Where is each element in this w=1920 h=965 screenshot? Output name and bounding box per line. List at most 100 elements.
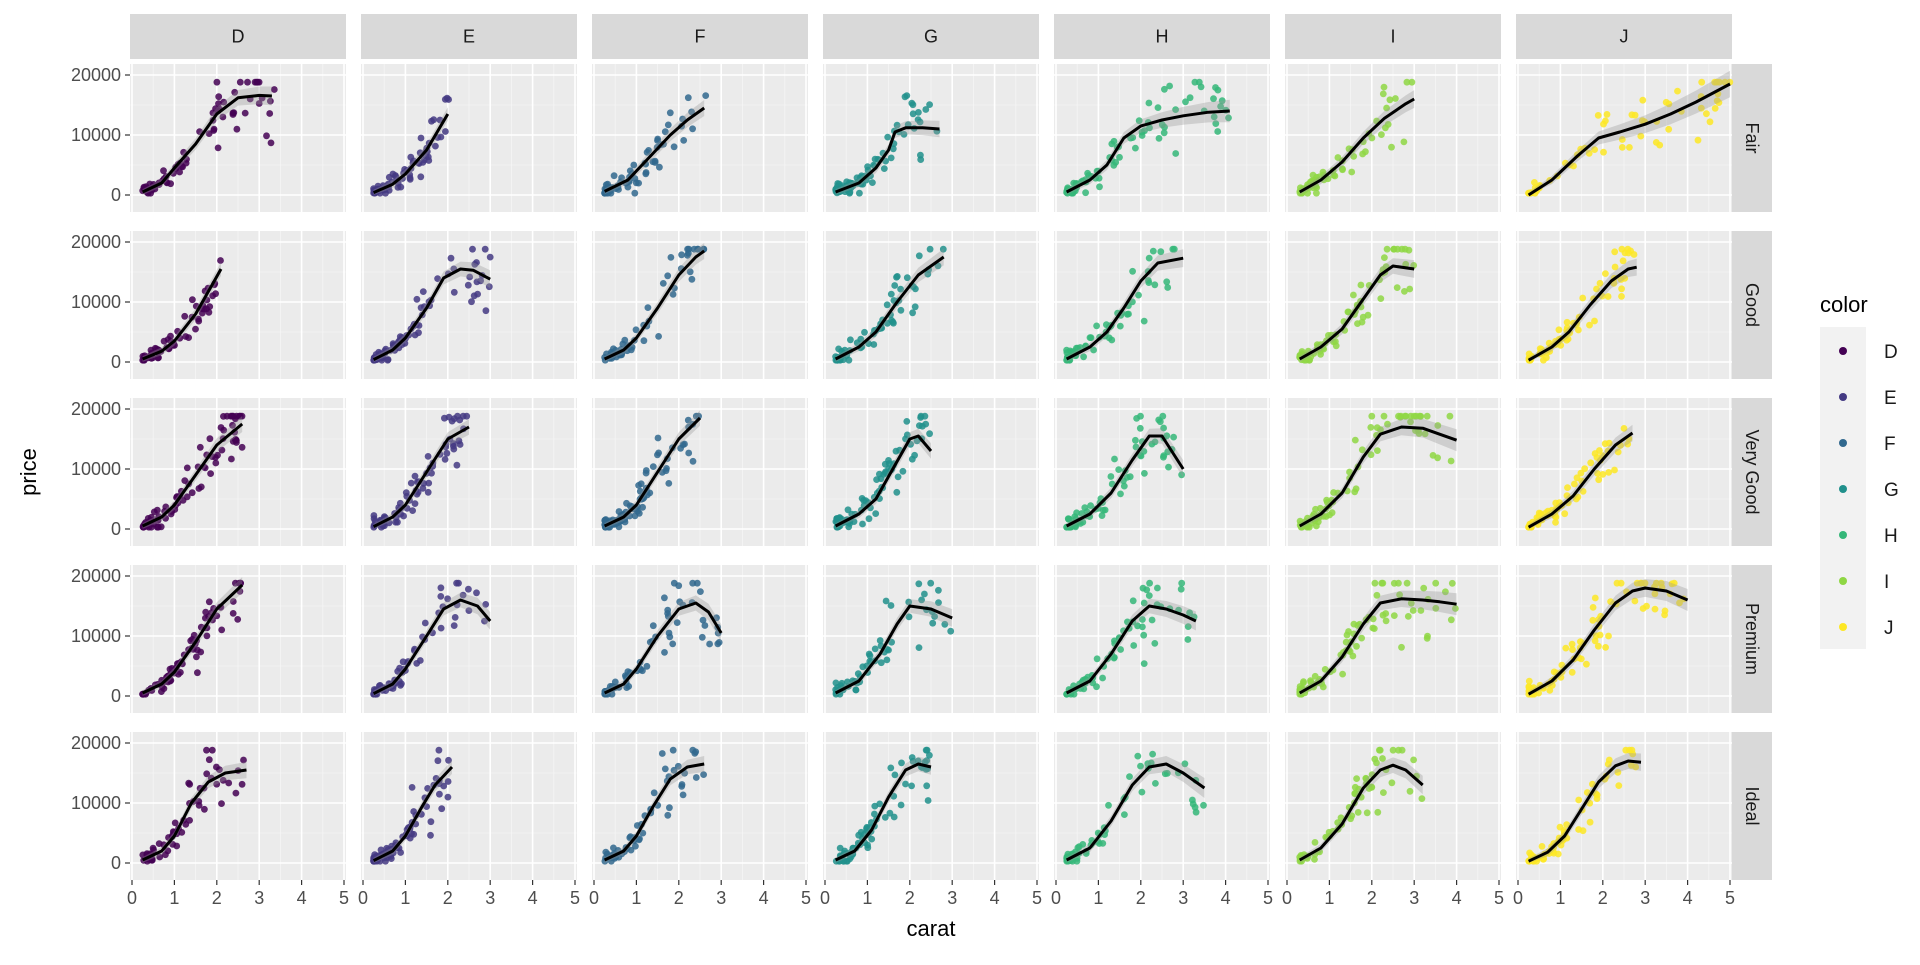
data-point [1200,801,1207,809]
data-point [646,489,654,497]
data-point [635,179,642,187]
facet-label-col: G [924,27,938,47]
data-point [623,684,631,691]
legend-key-swatch [1839,531,1847,539]
data-point [1697,104,1705,112]
data-point [1621,274,1629,282]
data-point [1090,346,1097,354]
data-point [665,629,673,637]
data-point [444,793,452,801]
data-point [1141,470,1148,477]
data-point [1384,121,1392,128]
data-point [634,507,641,515]
data-point [1586,818,1594,826]
data-point [899,467,907,475]
data-point [1631,111,1639,119]
data-point [1078,510,1086,517]
data-point [1163,278,1171,286]
data-point [887,602,895,609]
data-point [845,356,853,364]
data-point [1392,95,1399,102]
data-point [1525,677,1533,685]
data-point [611,678,619,686]
data-point [1407,599,1415,607]
y-tick-label: 20000 [71,566,121,586]
data-point [1618,144,1626,151]
data-point [869,179,876,187]
data-point [642,469,650,477]
data-point [482,307,490,315]
data-point [1410,412,1418,420]
data-point [880,165,888,173]
data-point [898,759,905,767]
data-point [430,116,438,124]
data-point [664,811,672,819]
data-point [1189,796,1196,804]
x-tick-label: 1 [1093,888,1103,908]
data-point [1313,189,1320,197]
data-point [1401,412,1409,420]
data-point [1698,78,1706,86]
smooth-confidence-band [1528,424,1633,529]
y-axis-title: price [16,448,41,496]
data-point [232,789,240,797]
data-point [1371,579,1379,587]
data-point [1596,279,1604,287]
data-point [473,589,480,597]
data-point [698,633,706,641]
data-point [202,614,209,622]
data-point [398,680,405,688]
data-point [1132,443,1140,451]
y-tick-label: 0 [111,853,121,873]
data-point [213,78,221,86]
y-tick-label: 0 [111,352,121,372]
data-point [140,183,148,191]
data-point [678,251,685,259]
data-point [887,764,895,772]
data-point [618,174,625,182]
data-point [1345,628,1352,635]
data-point [662,467,670,475]
data-point [1184,623,1192,630]
data-point [1448,579,1456,587]
data-point [1348,168,1356,176]
data-point [220,426,228,434]
data-point [615,186,622,193]
data-point [1140,631,1148,639]
data-point [1542,509,1550,517]
data-point [1137,412,1144,420]
data-point [1076,344,1084,351]
data-point [669,291,677,298]
smooth-confidence-band [604,410,700,529]
data-point [1703,110,1710,118]
data-point [684,94,692,102]
data-point [417,134,425,142]
data-point [1379,579,1387,587]
data-point [623,499,630,507]
legend-key-swatch [1839,623,1847,631]
data-point [206,303,214,310]
data-point [1214,128,1222,135]
data-point [884,133,892,141]
data-point [1562,644,1570,652]
data-point [1620,425,1628,432]
legend-entry-label: H [1884,526,1898,547]
data-point [1563,492,1571,499]
facet-label-col: H [1156,27,1169,47]
data-point [1081,504,1089,512]
data-point [176,168,184,176]
data-point [666,804,673,812]
data-point [1570,162,1577,170]
data-point [1298,348,1306,355]
data-point [1383,245,1391,253]
data-point [424,453,432,460]
data-point [1628,746,1636,754]
data-point [1602,644,1609,651]
data-point [872,510,880,517]
x-tick-label: 3 [485,888,495,908]
data-point [1112,159,1120,166]
data-point [915,580,923,588]
data-point [465,585,472,593]
data-point [1326,511,1333,519]
data-point [661,128,669,136]
